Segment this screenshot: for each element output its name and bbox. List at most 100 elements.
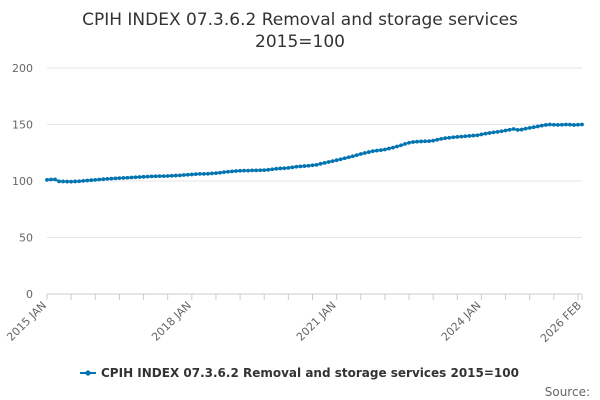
data-point[interactable] [515,128,520,132]
data-point[interactable] [539,123,544,128]
data-point[interactable] [487,131,492,135]
data-point[interactable] [399,143,403,148]
data-point[interactable] [270,167,275,172]
data-point[interactable] [403,142,407,146]
data-point[interactable] [85,178,90,183]
data-point[interactable] [499,129,504,134]
data-point[interactable] [181,173,186,177]
data-point[interactable] [451,135,456,140]
data-point[interactable] [431,138,436,143]
data-point[interactable] [105,176,110,181]
data-point[interactable] [318,161,323,166]
data-point[interactable] [559,122,564,127]
data-point[interactable] [467,134,472,138]
data-point[interactable] [435,137,440,142]
data-point[interactable] [306,163,311,168]
data-point[interactable] [455,135,460,139]
data-point[interactable] [173,173,178,178]
data-point[interactable] [391,145,395,150]
data-point[interactable] [165,174,170,178]
data-point[interactable] [73,179,78,184]
data-point[interactable] [93,177,98,182]
data-point[interactable] [334,158,339,163]
data-point[interactable] [491,130,496,135]
data-point[interactable] [415,139,419,144]
data-point[interactable] [57,179,61,184]
data-point[interactable] [338,157,343,162]
data-point[interactable] [479,132,484,137]
data-point[interactable] [555,122,560,127]
data-point[interactable] [218,170,222,175]
data-point[interactable] [471,133,476,138]
data-point[interactable] [266,167,271,172]
data-point[interactable] [278,166,283,171]
data-point[interactable] [519,127,524,132]
data-point[interactable] [81,178,86,183]
data-point[interactable] [250,168,255,173]
data-point[interactable] [302,164,307,168]
data-point[interactable] [572,123,576,127]
data-point[interactable] [274,166,279,171]
data-point[interactable] [290,165,295,170]
data-point[interactable] [407,140,411,145]
data-point[interactable] [214,171,218,175]
data-point[interactable] [564,122,568,127]
data-point[interactable] [226,169,230,174]
data-point[interactable] [483,131,488,136]
data-point[interactable] [201,171,206,176]
data-point[interactable] [77,179,82,184]
data-point[interactable] [129,175,134,180]
data-point[interactable] [169,173,174,178]
data-point[interactable] [423,139,428,144]
data-point[interactable] [189,172,194,177]
data-point[interactable] [568,122,572,127]
data-point[interactable] [427,139,432,144]
data-point[interactable] [342,156,347,161]
data-point[interactable] [358,152,363,156]
data-point[interactable] [326,160,331,164]
data-point[interactable] [503,128,508,133]
data-point[interactable] [65,179,70,184]
data-point[interactable] [101,177,106,182]
data-point[interactable] [322,161,327,165]
data-point[interactable] [535,124,540,129]
data-point[interactable] [447,135,452,140]
data-point[interactable] [382,147,387,152]
data-point[interactable] [197,171,202,176]
data-point[interactable] [475,133,480,138]
data-point[interactable] [314,162,319,167]
data-point[interactable] [547,122,552,127]
data-point[interactable] [157,174,162,179]
data-point[interactable] [242,168,247,173]
data-point[interactable] [69,179,74,184]
data-point[interactable] [354,153,359,158]
data-point[interactable] [49,177,53,182]
data-point[interactable] [234,169,238,173]
data-point[interactable] [395,144,399,149]
data-point[interactable] [145,174,150,179]
data-point[interactable] [61,179,65,184]
data-point[interactable] [310,163,315,168]
data-point[interactable] [141,174,146,179]
data-point[interactable] [254,168,259,173]
data-point[interactable] [117,176,122,181]
data-point[interactable] [298,164,303,169]
data-point[interactable] [153,174,158,179]
data-point[interactable] [551,122,556,127]
data-point[interactable] [222,170,226,175]
data-point[interactable] [463,134,468,139]
data-point[interactable] [177,173,182,178]
data-point[interactable] [507,127,512,132]
data-point[interactable] [113,176,118,181]
data-point[interactable] [439,136,444,141]
data-point[interactable] [387,146,391,151]
data-point[interactable] [121,176,126,180]
data-point[interactable] [53,177,57,182]
data-point[interactable] [282,166,287,171]
data-point[interactable] [109,176,114,181]
data-point[interactable] [246,168,251,173]
data-point[interactable] [495,129,500,134]
data-point[interactable] [193,172,198,177]
data-point[interactable] [185,172,190,177]
data-point[interactable] [238,168,242,173]
